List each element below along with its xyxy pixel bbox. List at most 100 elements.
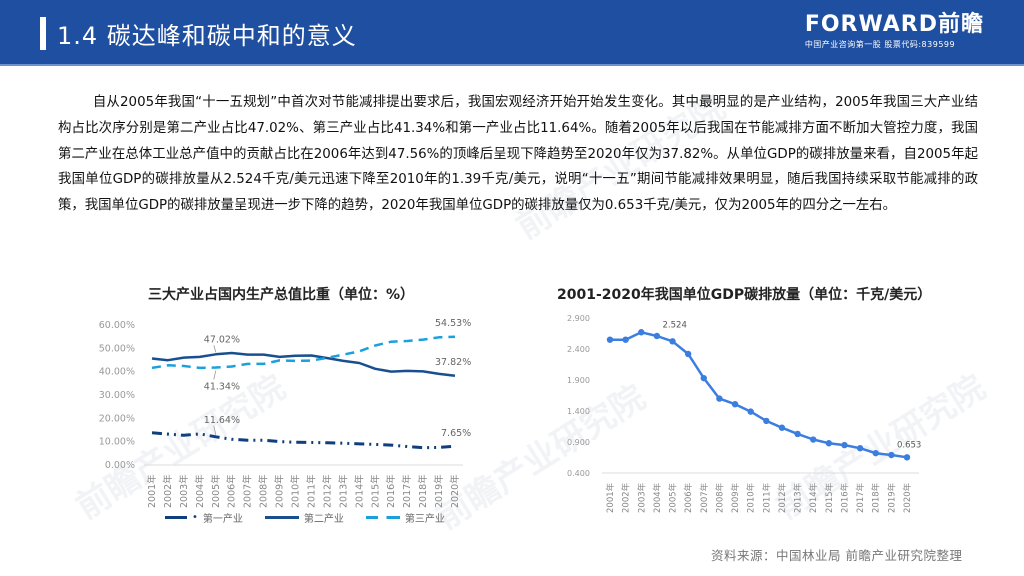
x-tick-label: 2007年 (699, 482, 710, 513)
data-point (903, 454, 911, 461)
data-point (778, 424, 786, 431)
x-tick-label: 2004年 (194, 474, 206, 508)
legend-label-secondary: 第二产业 (303, 514, 344, 525)
y-tick-label: 2.400 (567, 345, 590, 354)
x-tick-label: 2002年 (162, 474, 174, 508)
y-tick-label: 1.400 (567, 407, 590, 416)
y-tick-label: 1.900 (567, 376, 590, 385)
x-tick-label: 2012年 (777, 482, 788, 513)
series-line (151, 351, 456, 378)
legend-item-primary: • 第一产业 (165, 510, 243, 525)
y-tick-label: 60.00% (99, 320, 135, 331)
data-point (825, 440, 833, 447)
y-tick-label: 0.900 (567, 438, 590, 447)
x-tick-label: 2018年 (417, 474, 429, 508)
x-tick-label: 2016年 (839, 482, 850, 513)
data-point (747, 408, 754, 415)
y-tick-label: 40.00% (99, 367, 135, 378)
series-line (610, 331, 908, 459)
title-accent-bar (40, 17, 46, 50)
y-tick-label: 20.00% (99, 413, 135, 424)
logo-subtitle: 中国产业咨询第一股 股票代码:839599 (804, 40, 956, 49)
y-tick-label: 2.900 (567, 314, 590, 323)
x-tick-label: 2018年 (871, 482, 882, 513)
data-point (716, 395, 723, 402)
data-point (653, 332, 661, 340)
data-point (622, 336, 629, 343)
x-tick-label: 2007年 (242, 474, 254, 508)
x-tick-label: 2008年 (714, 482, 725, 513)
x-tick-label: 2020年 (449, 474, 461, 508)
data-point (841, 441, 848, 449)
annotation-leader (213, 425, 217, 435)
data-point (669, 338, 676, 345)
page-title: 1.4 碳达峰和碳中和的意义 (57, 22, 357, 50)
annotation-leader (213, 370, 217, 380)
x-tick-label: 2001年 (146, 474, 158, 508)
x-tick-label: 2011年 (761, 482, 772, 513)
x-tick-label: 2010年 (290, 474, 302, 508)
x-tick-label: 2003年 (636, 482, 647, 513)
data-label: 11.64% (204, 415, 240, 426)
x-tick-label: 2005年 (668, 482, 679, 513)
data-point (638, 329, 645, 336)
body-paragraph: 自从2005年我国“十一五规划”中首次对节能减排提出要求后，我国宏观经济开始开始… (58, 95, 978, 214)
x-tick-label: 2011年 (305, 474, 317, 508)
data-label: 41.34% (204, 382, 240, 393)
chart-legend: • 第一产业 第二产业 第三产业 (165, 510, 445, 525)
industry-share-line-chart: 0.00% 10.00% 20.00% 30.00% 40.00% 50.00% 60.00… (99, 318, 471, 508)
x-tick-label: 2002年 (621, 482, 632, 513)
x-tick-label: 2015年 (369, 474, 381, 508)
data-point (763, 417, 770, 425)
legend-swatch-primary (165, 516, 187, 519)
data-point (856, 445, 864, 452)
brand-logo: FORWARD前瞻 中国产业咨询第一股 股票代码:839599 (805, 13, 984, 50)
y-tick-label: 0.400 (567, 469, 590, 478)
x-tick-label: 2006年 (226, 474, 238, 508)
legend-item-secondary: 第二产业 (264, 510, 344, 525)
body-text: 自从2005年我国“十一五规划”中首次对节能减排提出要求后，我国宏观经济开始开始… (58, 90, 978, 219)
data-point (888, 451, 895, 459)
x-tick-label: 2016年 (385, 474, 397, 508)
data-label: 37.82% (435, 357, 471, 368)
chart-title-gdp-carbon: 2001-2020年我国单位GDP碳排放量（单位：千克/美元） (557, 287, 932, 303)
y-tick-label: 50.00% (99, 343, 135, 354)
chart-title-industry-share: 三大产业占国内生产总值比重（单位：%） (148, 287, 415, 303)
x-tick-label: 2001年 (605, 482, 616, 513)
data-point (606, 336, 614, 343)
data-point (684, 350, 692, 358)
legend-swatch-secondary (264, 516, 299, 519)
data-label: 54.53% (435, 318, 471, 329)
legend-label-tertiary: 第三产业 (404, 514, 445, 525)
data-label: 47.02% (204, 334, 240, 345)
x-tick-label: 2005年 (210, 474, 222, 508)
data-label: 2.524 (663, 320, 687, 330)
y-tick-label: 0.00% (105, 460, 135, 471)
x-tick-label: 2012年 (321, 474, 333, 508)
x-tick-label: 2008年 (258, 474, 270, 508)
legend-label-primary: 第一产业 (202, 514, 243, 525)
data-point (731, 400, 739, 408)
legend-swatch-tertiary (365, 516, 400, 519)
x-tick-label: 2009年 (730, 482, 741, 513)
x-tick-label: 2003年 (178, 474, 190, 508)
x-tick-label: 2014年 (353, 474, 365, 508)
series-line (151, 431, 456, 450)
page-header: 1.4 碳达峰和碳中和的意义 FORWARD前瞻 中国产业咨询第一股 股票代码:… (0, 0, 1024, 66)
x-tick-label: 2004年 (652, 482, 663, 513)
x-tick-label: 2013年 (337, 474, 349, 508)
annotation-leader (213, 345, 217, 353)
logo-brand: FORWARD前瞻 (804, 12, 984, 37)
data-point (794, 430, 801, 438)
x-tick-label: 2017年 (401, 474, 413, 508)
data-label: 7.65% (441, 428, 471, 439)
gdp-carbon-line-chart: 0.400 0.900 1.400 1.900 2.400 2.900 2001年 2002年… (567, 314, 921, 513)
x-tick-label: 2017年 (855, 482, 866, 513)
y-tick-label: 30.00% (99, 390, 135, 401)
data-point (872, 449, 879, 457)
x-tick-label: 2019年 (886, 482, 897, 513)
legend-item-tertiary: 第三产业 (365, 510, 445, 525)
x-tick-label: 2010年 (746, 482, 757, 513)
x-tick-label: 2015年 (824, 482, 835, 513)
data-point (700, 374, 707, 382)
